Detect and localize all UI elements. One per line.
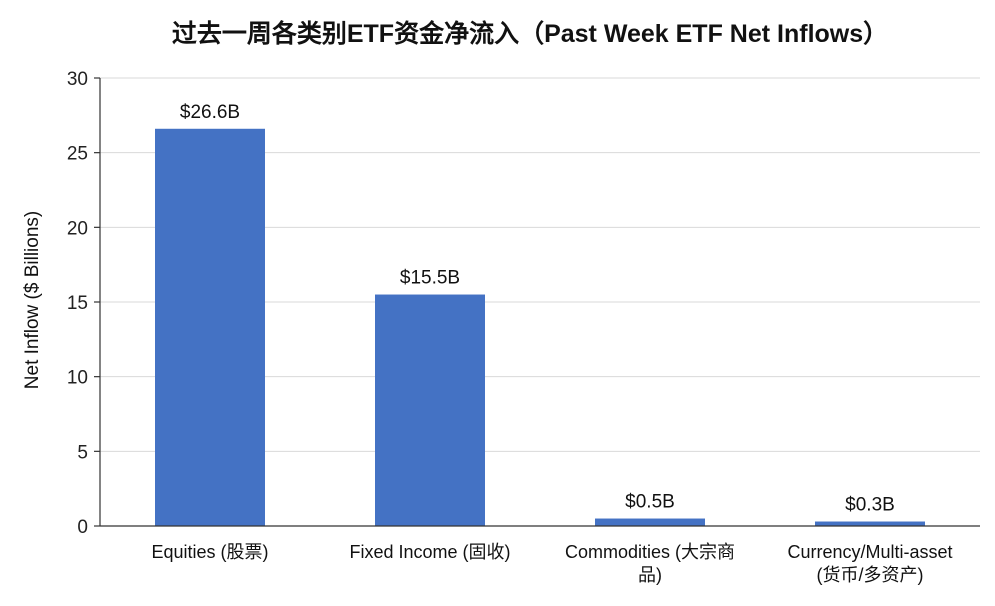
data-label: $0.3B: [845, 495, 895, 516]
chart-title: 过去一周各类别ETF资金净流入（Past Week ETF Net Inflow…: [172, 19, 888, 48]
data-labels: $26.6B $15.5B $0.5B $0.3B: [180, 102, 895, 516]
data-label: $15.5B: [400, 268, 460, 289]
data-label: $26.6B: [180, 102, 240, 123]
x-tick-label: Fixed Income (固收): [349, 542, 510, 562]
y-tick-label: 25: [67, 144, 88, 165]
x-axis-ticks: Equities (股票) Fixed Income (固收) Commoditie…: [151, 542, 952, 585]
y-tick-label: 20: [67, 218, 88, 239]
x-tick-label: Currency/Multi-asset: [787, 542, 952, 562]
x-tick-label: 品): [638, 565, 662, 585]
bar: [155, 128, 265, 527]
y-tick-label: 30: [67, 69, 88, 90]
x-tick-label: Commodities (大宗商: [565, 542, 735, 562]
bar: [375, 294, 485, 526]
data-label: $0.5B: [625, 492, 675, 513]
y-axis-ticks: 0 5 10 15 20 25 30: [67, 69, 100, 538]
x-tick-label: (货币/多资产): [817, 565, 924, 585]
x-tick-label: Equities (股票): [151, 542, 268, 562]
y-tick-label: 15: [67, 293, 88, 314]
bar: [595, 518, 705, 526]
y-tick-label: 5: [77, 442, 88, 463]
y-axis-label: Net Inflow ($ Billions): [22, 211, 43, 389]
bars: [155, 128, 925, 527]
bar: [815, 521, 925, 526]
y-tick-label: 10: [67, 368, 88, 389]
y-tick-label: 0: [77, 517, 88, 538]
